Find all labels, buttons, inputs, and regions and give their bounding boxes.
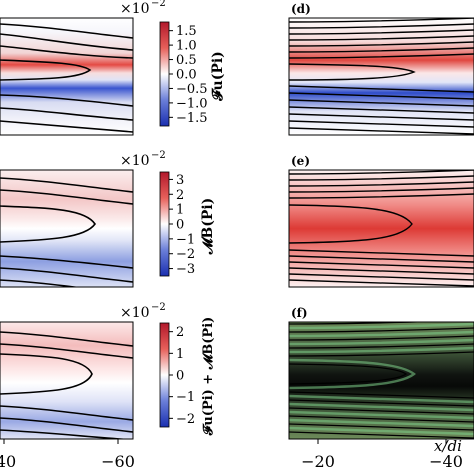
colorbar-tick-label: 0.0: [176, 68, 197, 83]
multiplier-a-exp: −2: [151, 0, 166, 9]
colorbar-tick-label: 1: [176, 347, 184, 362]
x-tick-left-2: −60: [101, 452, 135, 471]
x-tick-right-1: −20: [301, 452, 335, 471]
colorbar-tick-label: 1.0: [176, 39, 197, 54]
colorbar-tick-label: 0.5: [176, 53, 197, 68]
colorbar-c-label: 𝓕u(Pi) + 𝓜B(Pi): [201, 317, 216, 437]
colorbar-tick-label: 0: [176, 218, 184, 233]
panel-a-contours: [0, 23, 133, 133]
panel-d: (d): [288, 2, 474, 136]
panel-d-contours: [289, 18, 474, 135]
panel-c-frame: [0, 321, 134, 440]
panel-d-label: (d): [291, 2, 311, 16]
panel-f-glow: [289, 322, 474, 436]
panel-b: [0, 169, 134, 288]
multiplier-b-exp: −2: [151, 150, 166, 161]
colorbar-tick-label: −1.5: [176, 111, 208, 126]
colorbar-tick-label: 1: [176, 203, 184, 218]
panel-a: [0, 17, 134, 136]
panel-b-contours: [0, 177, 133, 287]
panel-e-contours: [289, 170, 474, 287]
x-axis-right: −20 −40 x/di: [301, 437, 463, 471]
x-axis-left: 40 −60: [0, 439, 135, 471]
panel-c-field: [0, 322, 133, 439]
panel-b-frame: [0, 169, 134, 288]
colorbar-c-bar: [159, 322, 170, 428]
panel-f-contours: [289, 322, 474, 439]
colorbar-tick-label: −1: [176, 390, 195, 405]
panel-e-label: (e): [291, 154, 310, 168]
multiplier-b-base: ×10: [120, 153, 150, 169]
x-axis-label: x/di: [434, 437, 462, 455]
panel-f-frame: [288, 321, 474, 440]
colorbar-tick-label: −2: [176, 412, 195, 427]
multiplier-a: ×10 −2: [120, 0, 166, 17]
x-tick-left-1: 40: [0, 452, 16, 471]
panel-d-frame: [288, 17, 474, 136]
colorbar-tick-label: 1.5: [176, 24, 197, 39]
colorbar-c: 2 1 0 −1 −2 𝓕u(Pi) + 𝓜B(Pi): [159, 317, 216, 437]
colorbar-a-label: 𝓕u(Pi): [210, 51, 226, 102]
colorbar-tick-label: −0.5: [176, 82, 208, 97]
colorbar-tick-label: 0: [176, 369, 184, 384]
colorbar-c-ticks: 2 1 0 −1 −2: [169, 325, 195, 427]
panel-f-lines: [289, 322, 474, 439]
colorbar-tick-label: −3: [176, 262, 195, 277]
multiplier-c-base: ×10: [120, 305, 150, 321]
multiplier-b: ×10 −2: [120, 150, 166, 169]
colorbar-a-ticks: 1.51.00.50.0−0.5−1.0−1.5: [169, 24, 208, 126]
colorbar-tick-label: 2: [176, 188, 184, 203]
panel-e-frame: [288, 169, 474, 288]
panel-f: (f): [288, 306, 474, 440]
colorbar-tick-label: −1: [176, 232, 195, 247]
colorbar-a-bar: [159, 21, 170, 127]
colorbar-a: 1.51.00.50.0−0.5−1.0−1.5 𝓕u(Pi): [159, 21, 226, 127]
panel-e: (e): [288, 154, 474, 288]
multiplier-c: ×10 −2: [120, 302, 166, 321]
colorbar-tick-label: −2: [176, 247, 195, 262]
panel-c: [0, 321, 134, 440]
multiplier-c-exp: −2: [151, 302, 166, 313]
colorbar-b-label: 𝓜B(Pi): [200, 198, 216, 256]
panel-a-frame: [0, 17, 134, 136]
colorbar-tick-label: 2: [176, 325, 184, 340]
colorbar-tick-label: 3: [176, 173, 184, 188]
colorbar-tick-label: −1.0: [176, 96, 208, 111]
colorbar-b-bar: [159, 171, 170, 277]
multiplier-a-base: ×10: [120, 1, 150, 17]
panel-f-label: (f): [291, 306, 308, 320]
x-tick-right-2: −40: [429, 452, 463, 471]
